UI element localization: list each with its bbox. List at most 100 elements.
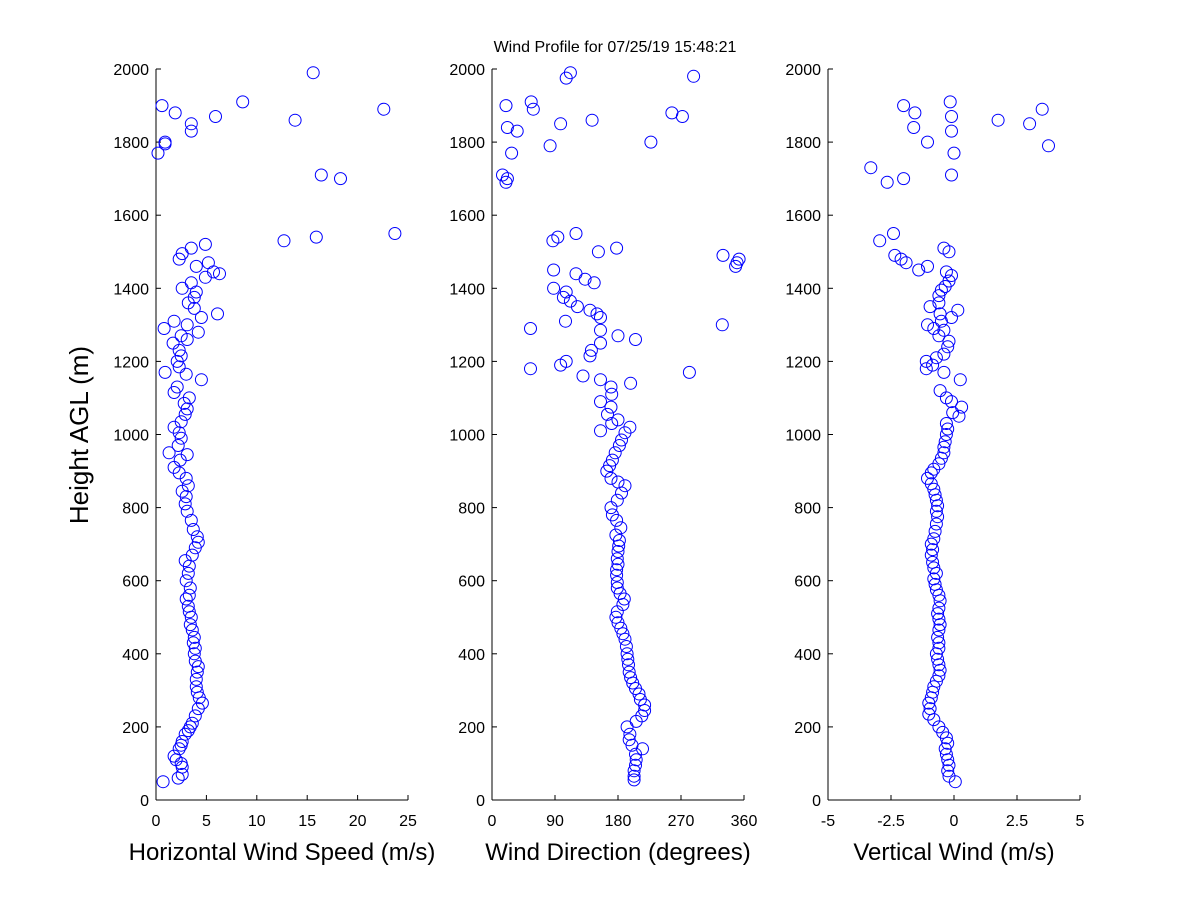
vertical-data-point (932, 612, 946, 626)
speed-y-tick-label: 400 (122, 647, 149, 664)
speed-data-point (183, 720, 197, 734)
speed-data-point (309, 230, 323, 244)
speed-data-point (174, 415, 188, 429)
vertical-data-point (897, 99, 911, 113)
direction-data-point (604, 400, 618, 414)
vertical-data-point (945, 168, 958, 182)
speed-y-tick-label: 0 (140, 793, 149, 810)
vertical-data-point (945, 124, 958, 138)
direction-data-point (496, 168, 509, 182)
direction-data-point (715, 318, 729, 332)
direction-x-tick-label: 270 (668, 813, 695, 830)
direction-data-point (622, 665, 636, 679)
vertical-x-tick-label: -2.5 (877, 813, 905, 830)
speed-data-point (188, 654, 202, 668)
speed-data-point (179, 490, 193, 504)
direction-data-point (576, 369, 590, 383)
vertical-x-tick-label: -5 (821, 813, 835, 830)
speed-data-point (174, 329, 188, 343)
direction-data-point (601, 407, 614, 421)
direction-data-point (616, 627, 630, 641)
vertical-y-tick-label: 2000 (785, 62, 821, 79)
speed-data-point (185, 716, 199, 730)
vertical-data-point (932, 636, 946, 650)
speed-data-point (194, 311, 208, 324)
vertical-data-point (927, 482, 941, 496)
speed-data-point (180, 504, 194, 518)
vertical-data-point (926, 358, 940, 372)
speed-data-point (187, 647, 201, 661)
direction-data-point (594, 323, 607, 337)
direction-data-point (611, 557, 625, 571)
speed-data-point (198, 237, 212, 251)
vertical-data-point (923, 300, 937, 314)
direction-data-point (569, 227, 583, 240)
direction-data-point (584, 343, 598, 357)
vertical-data-point (951, 303, 965, 317)
vertical-data-point (926, 543, 940, 557)
vertical-data-point (937, 323, 951, 337)
direction-data-point (559, 314, 572, 328)
direction-data-point (604, 380, 618, 394)
vertical-data-point (880, 175, 894, 189)
speed-data-point (186, 523, 200, 536)
speed-x-tick-label: 25 (399, 813, 417, 830)
vertical-data-point (922, 707, 936, 721)
vertical-y-tick-label: 1800 (785, 135, 821, 152)
direction-data-point (563, 66, 577, 80)
speed-x-axis-label: Horizontal Wind Speed (m/s) (129, 839, 436, 866)
speed-data-point (191, 325, 205, 339)
speed-data-point (198, 270, 212, 284)
speed-y-tick-label: 1600 (113, 208, 149, 225)
vertical-data-point (939, 428, 953, 441)
direction-data-point (587, 276, 601, 290)
direction-x-tick-label: 180 (605, 813, 632, 830)
speed-data-point (167, 749, 181, 763)
speed-data-point (180, 318, 194, 332)
direction-data-point (594, 424, 607, 438)
direction-data-point (610, 563, 624, 577)
direction-data-point (610, 552, 624, 566)
vertical-y-tick-label: 1600 (785, 208, 821, 225)
direction-y-tick-label: 1400 (449, 281, 485, 298)
vertical-data-point (939, 747, 953, 761)
vertical-data-point (932, 296, 946, 310)
vertical-data-point (953, 373, 967, 387)
vertical-data-point (934, 283, 948, 297)
speed-data-point (174, 431, 188, 445)
vertical-data-point (937, 241, 951, 255)
direction-y-tick-label: 0 (476, 793, 485, 810)
vertical-data-point (928, 577, 942, 591)
direction-data-point (622, 658, 635, 672)
direction-data-point (615, 486, 628, 500)
direction-data-point (618, 479, 632, 493)
direction-data-point (551, 230, 565, 244)
vertical-data-point (919, 362, 933, 376)
direction-data-point (621, 652, 635, 666)
direction-data-point (547, 281, 561, 295)
direction-data-point (569, 267, 583, 281)
speed-data-point (182, 605, 196, 619)
direction-y-tick-label: 400 (458, 647, 485, 664)
speed-data-point (184, 241, 198, 255)
vertical-data-point (929, 351, 943, 365)
vertical-data-point (932, 641, 946, 655)
vertical-data-point (939, 417, 953, 430)
direction-data-point (594, 373, 607, 387)
vertical-data-point (939, 265, 953, 279)
vertical-data-point (887, 227, 900, 240)
vertical-data-point (927, 532, 941, 546)
vertical-data-point (941, 340, 955, 354)
direction-x-axis-label: Wind Direction (degrees) (485, 839, 750, 866)
speed-data-point (190, 530, 204, 544)
speed-data-point (183, 581, 197, 595)
vertical-data-point (932, 669, 946, 683)
vertical-data-point (955, 400, 969, 414)
vertical-data-point (933, 384, 947, 398)
speed-data-point (189, 259, 203, 273)
direction-data-point (559, 71, 573, 85)
direction-data-point (615, 433, 628, 447)
speed-data-point (175, 735, 189, 748)
vertical-data-point (937, 365, 951, 379)
speed-data-point (183, 618, 197, 632)
